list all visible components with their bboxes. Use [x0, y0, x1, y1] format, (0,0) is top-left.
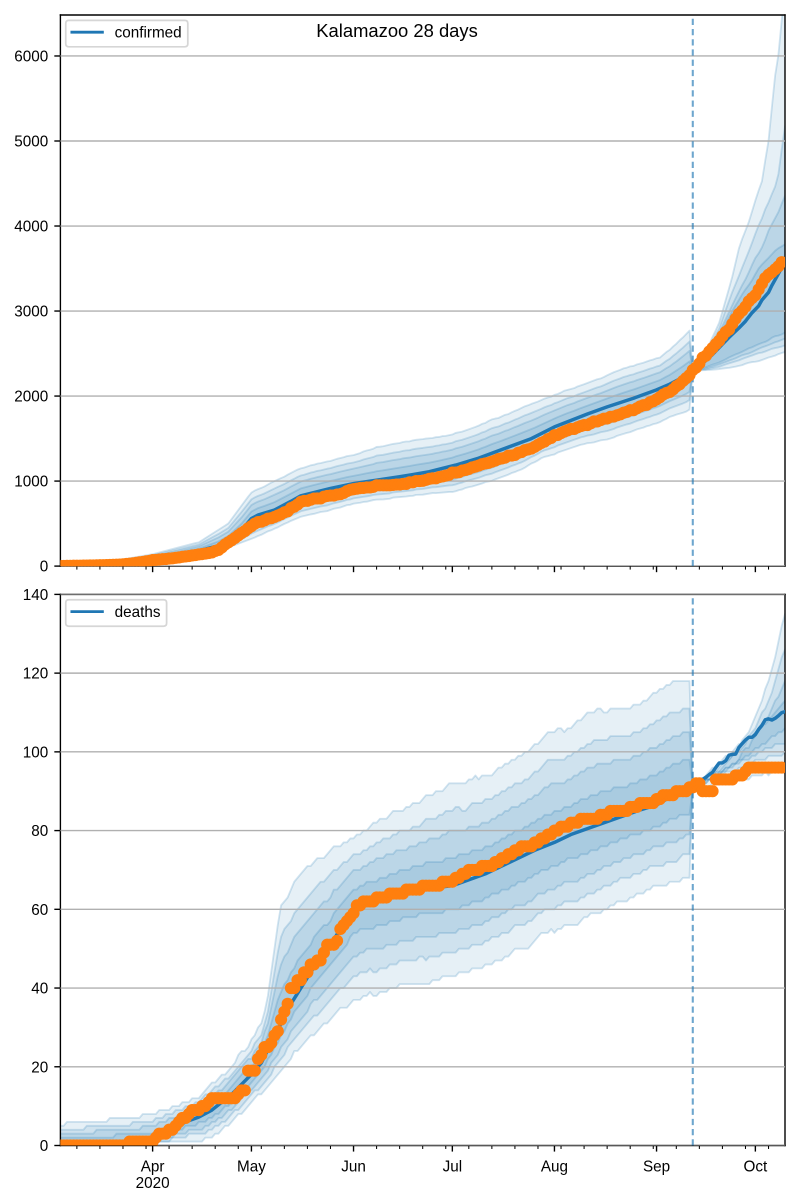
svg-text:5000: 5000	[14, 134, 48, 151]
svg-text:Kalamazoo 28 days: Kalamazoo 28 days	[316, 20, 478, 41]
svg-text:4000: 4000	[14, 219, 48, 236]
svg-text:20: 20	[31, 1059, 48, 1076]
svg-text:40: 40	[31, 981, 48, 998]
svg-text:Apr: Apr	[141, 1158, 165, 1175]
svg-text:2020: 2020	[136, 1175, 170, 1192]
svg-text:0: 0	[40, 559, 49, 576]
svg-text:Jul: Jul	[443, 1158, 463, 1175]
svg-text:80: 80	[31, 823, 48, 840]
svg-text:2000: 2000	[14, 389, 48, 406]
svg-text:Aug: Aug	[541, 1158, 568, 1175]
svg-text:deaths: deaths	[115, 604, 161, 621]
svg-text:0: 0	[40, 1138, 49, 1155]
svg-text:Oct: Oct	[743, 1158, 768, 1175]
svg-text:6000: 6000	[14, 49, 48, 66]
svg-text:120: 120	[23, 666, 48, 683]
svg-text:May: May	[237, 1158, 266, 1175]
svg-text:3000: 3000	[14, 304, 48, 321]
svg-text:Jun: Jun	[341, 1158, 366, 1175]
svg-text:Sep: Sep	[643, 1158, 670, 1175]
svg-text:confirmed: confirmed	[115, 25, 182, 42]
svg-text:140: 140	[23, 587, 48, 604]
svg-text:1000: 1000	[14, 474, 48, 491]
svg-text:100: 100	[23, 744, 48, 761]
svg-text:60: 60	[31, 902, 48, 919]
